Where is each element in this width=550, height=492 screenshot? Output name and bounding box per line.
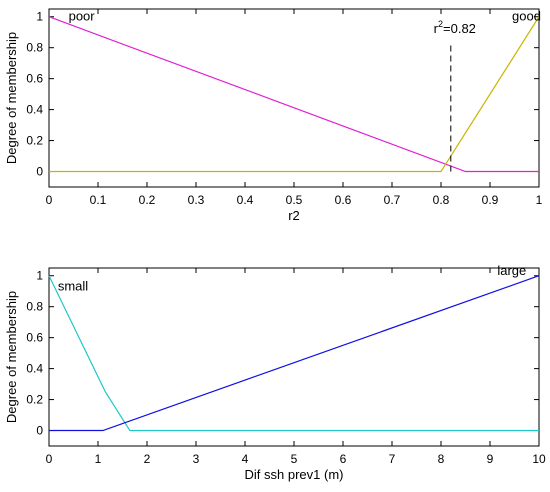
series-line-poor (48, 16, 539, 173)
y-tick-label: 0 (36, 424, 43, 438)
x-tick-label: 0 (46, 193, 53, 207)
threshold-label-value: =0.82 (443, 21, 476, 36)
series-line-large (49, 275, 540, 432)
threshold-label: r2=0.82 (434, 19, 476, 36)
x-tick-label: 0.4 (237, 193, 254, 207)
x-axis-label: r2 (288, 208, 300, 223)
threshold-label-sup: 2 (438, 19, 443, 29)
y-tick-label: 0.6 (26, 331, 43, 345)
y-axis-label: Degree of membership (4, 291, 19, 423)
y-tick-label: 0.2 (26, 134, 43, 148)
x-tick-label: 8 (438, 452, 445, 466)
y-tick-label: 0.8 (26, 41, 43, 55)
x-tick-label: 5 (291, 452, 298, 466)
x-tick-label: 7 (389, 452, 396, 466)
y-tick-label: 0.2 (26, 393, 43, 407)
annotation-poor: poor (69, 9, 96, 24)
x-tick-label: 0.2 (139, 193, 156, 207)
x-tick-label: 6 (340, 452, 347, 466)
y-axis-label: Degree of membership (4, 32, 19, 164)
x-tick-label: 0.5 (286, 193, 303, 207)
chart-r2-membership: 0 0.1 0.2 0.3 0.4 0.5 0.6 0.7 0.8 0.9 1 0 0.2 0.4 0.6 0… (4, 8, 543, 223)
x-tick-label: 0.8 (433, 193, 450, 207)
y-tick-label: 0.6 (26, 72, 43, 86)
series-line-good (49, 16, 540, 173)
x-tick-label: 10 (532, 452, 546, 466)
annotation-large: large (497, 263, 526, 278)
y-tick-label: 0.4 (26, 103, 43, 117)
series-line-small (48, 275, 539, 432)
x-axis-label: Dif ssh prev1 (m) (245, 467, 344, 482)
y-tick-label: 1 (36, 269, 43, 283)
annotation-good: good (512, 9, 541, 24)
x-tick-label: 1 (95, 452, 102, 466)
annotation-small: small (58, 279, 88, 294)
x-tick-label: 1 (536, 193, 543, 207)
x-tick-label: 0.9 (482, 193, 499, 207)
x-tick-label: 3 (193, 452, 200, 466)
x-tick-label: 0.6 (335, 193, 352, 207)
x-tick-label: 0.1 (90, 193, 107, 207)
x-tick-label: 4 (242, 452, 249, 466)
x-tick-label: 0 (46, 452, 53, 466)
x-tick-label: 9 (487, 452, 494, 466)
y-tick-label: 1 (36, 10, 43, 24)
x-tick-label: 2 (144, 452, 151, 466)
y-tick-label: 0 (36, 165, 43, 179)
y-tick-label: 0.8 (26, 300, 43, 314)
chart-dif-ssh-membership: 0 1 2 3 4 5 6 7 8 9 10 0 0.2 0.4 0.6 0.8 1 Dif ssh prev1 … (4, 263, 546, 482)
y-tick-label: 0.4 (26, 362, 43, 376)
x-tick-label: 0.7 (384, 193, 401, 207)
x-tick-label: 0.3 (188, 193, 205, 207)
threshold-label-base: r (434, 21, 439, 36)
